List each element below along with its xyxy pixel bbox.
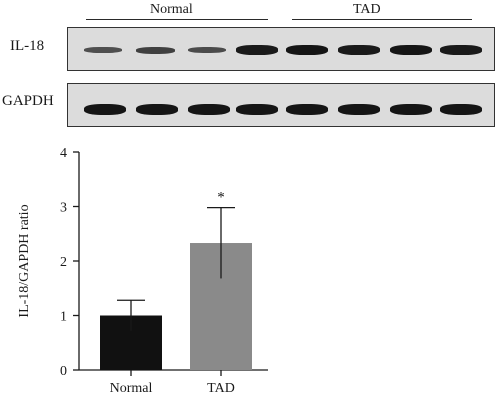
blot-band [136, 46, 175, 54]
blot-band [84, 103, 126, 115]
blot-panel-gapdh [67, 83, 495, 127]
y-tick-label: 0 [60, 364, 67, 379]
blot-band [338, 45, 380, 55]
blot-panel-il18 [67, 27, 495, 71]
y-tick-label: 1 [60, 310, 67, 325]
group-label-tad: TAD [353, 2, 381, 17]
significance-marker: * [217, 190, 225, 206]
y-tick-label: 4 [60, 146, 67, 161]
blot-band [188, 46, 227, 54]
blot-band [440, 103, 482, 115]
blot-row-label-il18: IL-18 [10, 38, 45, 54]
blot-band [236, 45, 278, 55]
group-line-normal [86, 19, 268, 20]
blot-band [188, 103, 230, 115]
y-tick-label: 2 [60, 255, 67, 270]
y-axis-label: IL-18/GAPDH ratio [17, 204, 32, 317]
group-label-normal: Normal [150, 2, 193, 17]
blot-band [338, 103, 380, 115]
blot-band [286, 103, 328, 115]
x-tick-label: Normal [110, 381, 153, 396]
chart-bars: * [100, 190, 252, 370]
blot-band [390, 45, 432, 55]
y-tick-label: 3 [60, 201, 67, 216]
bar-chart: 0 1 2 3 4 Normal TAD * IL-18/GAPDH ratio [17, 146, 268, 396]
blot-band [390, 103, 432, 115]
blot-band [286, 45, 328, 55]
blot-band [84, 46, 123, 54]
x-tick-label: TAD [207, 381, 235, 396]
blot-row-label-gapdh: GAPDH [2, 93, 54, 109]
blot-band [440, 45, 482, 55]
blot-band [136, 103, 178, 115]
blot-band [236, 103, 278, 115]
group-line-tad [292, 19, 472, 20]
